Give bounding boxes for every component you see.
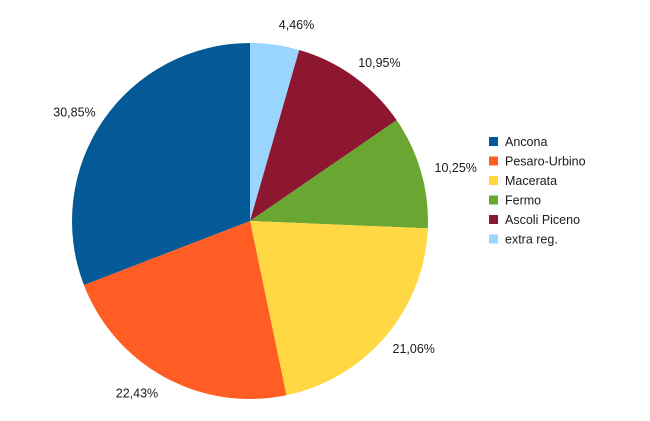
legend-swatch bbox=[489, 156, 498, 166]
legend-label: Ancona bbox=[505, 135, 547, 149]
legend-swatch bbox=[489, 215, 498, 224]
legend-label: Macerata bbox=[505, 174, 557, 188]
slice-value-label: 10,95% bbox=[358, 56, 400, 70]
legend-label: extra reg. bbox=[505, 233, 558, 247]
legend-swatch bbox=[489, 195, 498, 205]
legend-swatch bbox=[489, 234, 498, 244]
slice-value-label: 4,46% bbox=[279, 18, 314, 32]
legend-swatch bbox=[489, 137, 498, 146]
slice-labels: 4,46% 10,95% 10,25% 21,06% 22,43% 30,85% bbox=[53, 18, 477, 401]
legend: Ancona Pesaro-Urbino Macerata Fermo Ascoli P… bbox=[489, 135, 586, 247]
slice-value-label: 22,43% bbox=[116, 387, 158, 401]
pie-slices bbox=[72, 43, 429, 399]
pie-slice-fermo bbox=[250, 120, 429, 229]
slice-value-label: 21,06% bbox=[393, 342, 435, 356]
legend-label: Ascoli Piceno bbox=[505, 213, 580, 227]
pie-slice-macerata bbox=[250, 221, 428, 396]
pie-slice-extra-reg- bbox=[250, 43, 300, 221]
pie-slice-ascoli-piceno bbox=[250, 49, 397, 221]
pie-slice-ancona bbox=[72, 43, 250, 285]
pie-slice-pesaro-urbino bbox=[83, 221, 287, 399]
legend-swatch bbox=[489, 176, 498, 185]
legend-label: Fermo bbox=[505, 194, 541, 208]
legend-label: Pesaro-Urbino bbox=[505, 155, 586, 169]
slice-value-label: 30,85% bbox=[53, 105, 95, 119]
slice-value-label: 10,25% bbox=[435, 161, 477, 175]
